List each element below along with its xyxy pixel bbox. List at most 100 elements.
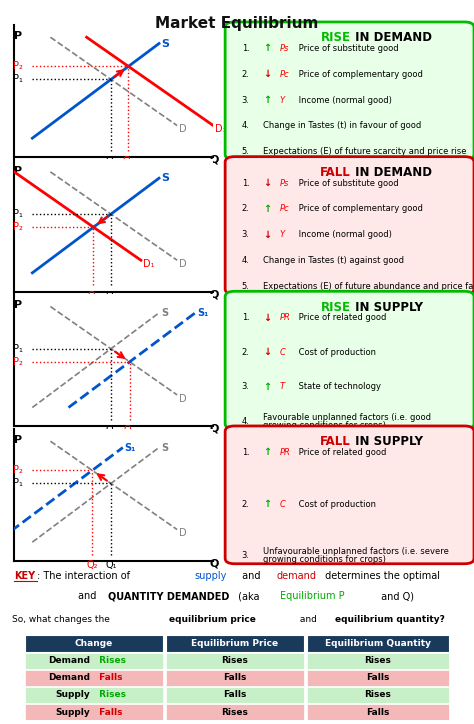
Text: FALL: FALL [320, 435, 351, 448]
Text: equilibrium quantity?: equilibrium quantity? [335, 615, 445, 623]
Text: IN SUPPLY: IN SUPPLY [351, 435, 423, 448]
Text: (aka: (aka [236, 592, 263, 602]
Text: P: P [14, 435, 22, 445]
Text: Ps: Ps [280, 179, 289, 188]
Text: 5.: 5. [242, 147, 250, 156]
Text: S₁: S₁ [125, 442, 136, 452]
Text: 2.: 2. [242, 70, 250, 79]
Text: QUANTITY DEMANDED: QUANTITY DEMANDED [108, 592, 229, 602]
Bar [307, 635, 449, 652]
Text: Market Equilibrium: Market Equilibrium [155, 16, 319, 31]
Text: ↓: ↓ [263, 70, 271, 80]
Text: Demand: Demand [48, 673, 90, 683]
Text: S: S [161, 308, 168, 318]
Text: Q₁: Q₁ [105, 425, 117, 435]
Text: Expectations (E) of future scarcity and price rise: Expectations (E) of future scarcity and … [263, 147, 466, 156]
Text: and: and [239, 571, 264, 581]
Text: Rises: Rises [96, 656, 126, 665]
Text: ↓: ↓ [263, 348, 271, 357]
Bar [166, 653, 304, 669]
Text: Q₁: Q₁ [105, 290, 117, 300]
Text: ↓: ↓ [263, 178, 271, 188]
Bar [25, 653, 163, 669]
Bar [166, 670, 304, 686]
Text: 3.: 3. [242, 230, 250, 240]
Text: D: D [179, 125, 187, 135]
Text: Falls: Falls [366, 707, 390, 717]
Text: 3.: 3. [242, 96, 250, 105]
Text: D: D [179, 259, 187, 269]
Text: Q: Q [210, 290, 219, 299]
Text: 1.: 1. [242, 313, 250, 322]
Text: Rises: Rises [96, 691, 126, 699]
Text: Supply: Supply [55, 707, 90, 717]
Bar [25, 670, 163, 686]
Text: Pc: Pc [280, 70, 289, 79]
Text: ↓: ↓ [263, 230, 271, 240]
Bar [166, 687, 304, 703]
Text: S: S [161, 38, 169, 49]
Text: C: C [280, 500, 285, 509]
Text: D₁: D₁ [143, 259, 154, 269]
Bar [25, 704, 163, 720]
Text: ↑: ↑ [263, 382, 271, 392]
Text: growing conditions for crops): growing conditions for crops) [263, 421, 386, 429]
Text: P₁: P₁ [13, 344, 23, 354]
Text: and: and [297, 615, 320, 623]
Text: IN SUPPLY: IN SUPPLY [351, 300, 423, 313]
Text: Falls: Falls [366, 673, 390, 683]
Text: Rises: Rises [365, 656, 391, 665]
Text: 4.: 4. [242, 416, 250, 426]
Text: P: P [14, 166, 22, 176]
Text: Change in Tastes (t) in favour of good: Change in Tastes (t) in favour of good [263, 122, 421, 130]
Bar [307, 704, 449, 720]
Text: D: D [179, 529, 187, 539]
Text: 3.: 3. [242, 551, 250, 560]
Text: Pc: Pc [280, 204, 289, 214]
Text: determines the optimal: determines the optimal [322, 571, 443, 581]
Text: Q: Q [210, 559, 219, 568]
Text: ↑: ↑ [263, 204, 271, 214]
Text: 1.: 1. [242, 448, 250, 457]
Text: Q₂: Q₂ [123, 156, 134, 166]
Text: So, what changes the: So, what changes the [12, 615, 112, 623]
Text: and Q): and Q) [378, 592, 414, 602]
Text: 1.: 1. [242, 44, 250, 53]
Text: P: P [14, 31, 22, 41]
Text: IN DEMAND: IN DEMAND [351, 166, 432, 179]
Text: S: S [161, 442, 168, 452]
Text: Favourable unplanned factors (i.e. good: Favourable unplanned factors (i.e. good [263, 413, 431, 421]
Bar [25, 635, 163, 652]
Text: Y: Y [280, 230, 285, 240]
Text: PR: PR [280, 448, 291, 457]
Text: P₂: P₂ [13, 357, 23, 367]
Text: Q₁: Q₁ [105, 156, 117, 166]
Text: demand: demand [277, 571, 317, 581]
Text: Q₁: Q₁ [105, 560, 117, 570]
Text: 1.: 1. [242, 179, 250, 188]
Text: Unfavourable unplanned factors (i.e. severe: Unfavourable unplanned factors (i.e. sev… [263, 547, 449, 556]
Text: 3.: 3. [242, 382, 250, 391]
Text: Price of complementary good: Price of complementary good [296, 204, 423, 214]
Text: Price of related good: Price of related good [296, 448, 387, 457]
Text: Rises: Rises [221, 656, 248, 665]
Text: Rises: Rises [221, 707, 248, 717]
Text: and: and [78, 592, 99, 602]
Text: P₁: P₁ [13, 75, 23, 85]
Text: C: C [280, 348, 285, 357]
Text: FALL: FALL [320, 166, 351, 179]
Text: 4.: 4. [242, 256, 250, 265]
Text: Price of complementary good: Price of complementary good [296, 70, 423, 79]
FancyBboxPatch shape [225, 156, 474, 295]
Text: Change: Change [75, 639, 113, 648]
Bar [307, 653, 449, 669]
Text: State of technology: State of technology [296, 382, 381, 391]
Text: P₂: P₂ [13, 466, 23, 476]
Text: Y: Y [280, 96, 285, 105]
Text: Falls: Falls [96, 673, 123, 683]
Bar [166, 704, 304, 720]
Text: Change in Tastes (t) against good: Change in Tastes (t) against good [263, 256, 404, 265]
Text: Price of substitute good: Price of substitute good [296, 44, 399, 53]
Text: 5.: 5. [242, 282, 250, 291]
Text: Supply: Supply [55, 691, 90, 699]
